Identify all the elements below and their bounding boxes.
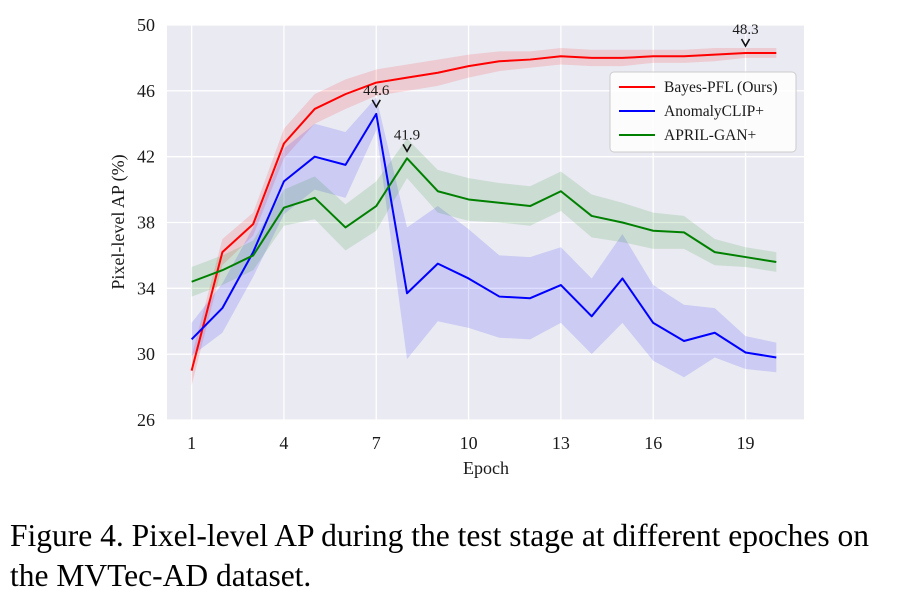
- april-gan-band: [191, 138, 777, 297]
- annotation-arrow: [371, 99, 381, 109]
- y-tick-label: 26: [137, 410, 155, 430]
- legend-box: [609, 71, 797, 153]
- x-tick-label: 1: [187, 433, 196, 453]
- y-tick-label: 34: [137, 278, 155, 298]
- y-tick-label: 42: [137, 147, 155, 167]
- legend-entry: AnomalyCLIP+: [664, 103, 764, 120]
- y-tick-label: 46: [137, 81, 155, 101]
- y-tick-label: 50: [137, 15, 155, 35]
- x-tick-label: 19: [737, 433, 755, 453]
- bayes-pfl-ours-line: [190, 51, 777, 371]
- x-tick-label: 7: [372, 433, 381, 453]
- series-lines: [190, 51, 777, 371]
- peak-annotations: 44.6 41.9 48.3: [363, 22, 759, 153]
- annotation-label: 41.9: [394, 127, 420, 143]
- annotation-label: 48.3: [732, 22, 758, 38]
- confidence-bands: [191, 48, 777, 386]
- anomalyclip-line: [190, 112, 777, 359]
- y-axis-label: Pixel-level AP (%): [108, 154, 129, 289]
- legend-entry: Bayes-PFL (Ours): [664, 79, 778, 96]
- x-tick-label: 10: [460, 433, 478, 453]
- figure-caption: Figure 4. Pixel-level AP during the test…: [10, 518, 870, 593]
- line-chart: 1 4 7 10 13 16 19 26 30 34 38 42 46 50 44.6 41.9 48.3 E…: [108, 15, 804, 478]
- x-tick-label: 16: [644, 433, 662, 453]
- annotation-arrow: [402, 143, 412, 153]
- y-tick-label: 30: [137, 344, 155, 364]
- anomalyclip-band: [191, 97, 777, 378]
- axis-tick-labels: 1 4 7 10 13 16 19 26 30 34 38 42 46 50: [137, 15, 755, 453]
- x-tick-label: 13: [552, 433, 570, 453]
- legend-entry: APRIL-GAN+: [664, 127, 756, 144]
- y-tick-label: 38: [137, 213, 155, 233]
- x-tick-label: 4: [279, 433, 288, 453]
- legend: Bayes-PFL (Ours) AnomalyCLIP+ APRIL-GAN+: [609, 71, 797, 153]
- april-gan-line: [191, 157, 777, 283]
- x-axis-label: Epoch: [463, 458, 509, 478]
- annotation-arrow: [740, 38, 751, 48]
- annotation-label: 44.6: [363, 83, 390, 99]
